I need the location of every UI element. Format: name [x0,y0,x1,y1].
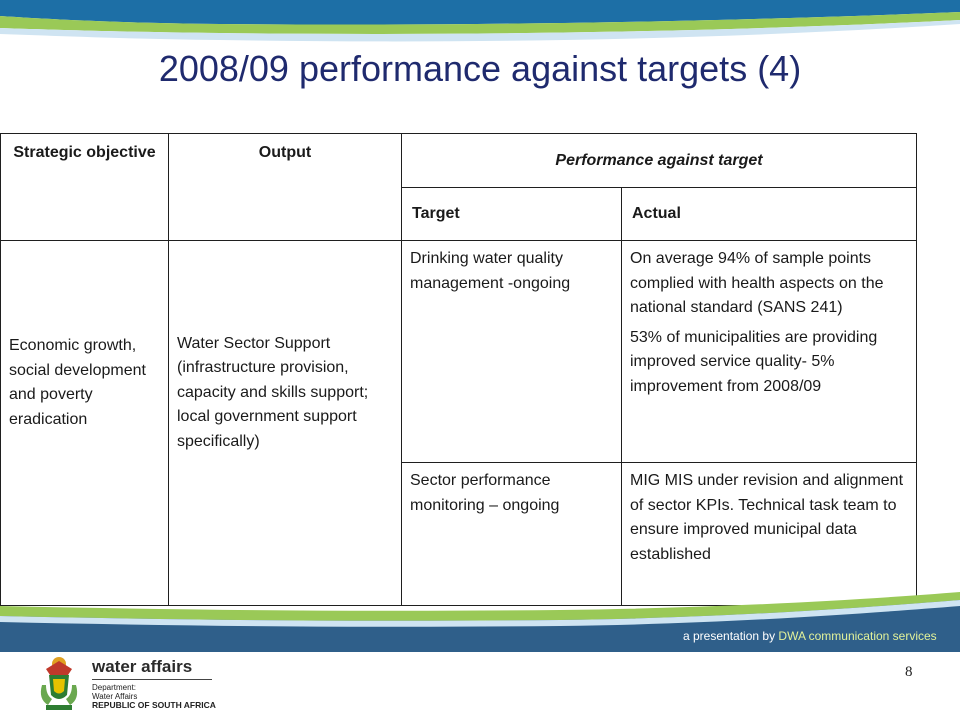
logo-dept-line-2: Water Affairs [92,692,138,701]
actual-2-line-1: MIG MIS under revision and alignment of … [630,472,904,563]
cell-target-1: Drinking water quality management -ongoi… [401,240,622,463]
actual-1-line-2: 53% of municipalities are providing impr… [630,328,878,395]
logo-name: water affairs [92,657,193,676]
actual-1-line-1: On average 94% of sample points complied… [630,250,884,316]
cell-actual-2: MIG MIS under revision and alignment of … [621,462,917,606]
cell-strategic-objective: Economic growth, social development and … [0,240,169,606]
cell-output: Water Sector Support (infrastructure pro… [168,240,402,606]
output-text: Water Sector Support (infrastructure pro… [177,334,369,450]
dwa-logo: water affairs Department: Water Affairs … [32,655,232,715]
header-output: Output [168,133,402,241]
top-wave-band [0,0,960,50]
logo-dept-line-1: Department: [92,683,137,692]
cell-actual-1: On average 94% of sample points complied… [621,240,917,463]
logo-department: Department: Water Affairs REPUBLIC OF SO… [92,683,216,710]
header-actual: Actual [621,187,917,241]
cell-target-2: Sector performance monitoring – ongoing [401,462,622,606]
header-performance-against-target: Performance against target [401,133,917,188]
strategic-objective-text: Economic growth, social development and … [9,337,146,428]
bottom-wave-band [0,592,960,652]
header-strategic-objective: Strategic objective [0,133,169,241]
footer-credit: a presentation by DWA communication serv… [683,629,937,643]
footer-highlight: DWA communication services [778,629,937,643]
footer-prefix: a presentation by [683,629,779,643]
header-target: Target [401,187,622,241]
logo-divider [92,679,212,680]
slide-title: 2008/09 performance against targets (4) [158,48,802,89]
performance-table: Strategic objective Output Performance a… [0,133,917,606]
coat-of-arms-icon [40,657,78,710]
logo-dept-line-3: REPUBLIC OF SOUTH AFRICA [92,700,216,710]
page-number: 8 [905,664,913,680]
